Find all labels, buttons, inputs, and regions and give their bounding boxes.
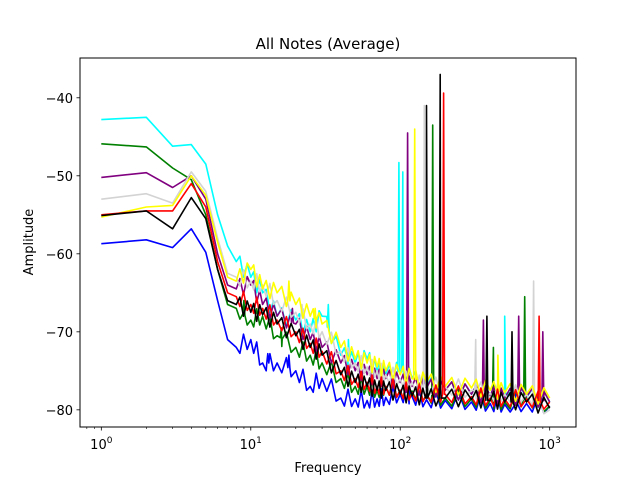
- x-tick-label: 101: [240, 436, 262, 453]
- series-line: [101, 92, 551, 410]
- y-tick-label: −50: [46, 170, 73, 185]
- series-line: [101, 128, 551, 405]
- x-axis: 100 101 102 103: [86, 427, 561, 453]
- plot-area: [79, 57, 577, 428]
- x-tick-label: 102: [389, 436, 411, 453]
- chart-title: All Notes (Average): [256, 35, 401, 53]
- series-line: [101, 132, 551, 408]
- y-tick-label: −80: [46, 404, 73, 419]
- y-axis-label: Amplitude: [22, 209, 37, 276]
- y-axis: −40 −50 −60 −70 −80: [46, 92, 80, 419]
- x-axis-label: Frequency: [294, 461, 361, 476]
- x-tick-label: 103: [539, 436, 561, 453]
- x-tick-label: 100: [90, 436, 113, 453]
- plot-frame: [79, 57, 577, 428]
- series-layer: [101, 73, 551, 415]
- y-tick-label: −70: [46, 326, 73, 341]
- y-tick-label: −40: [46, 92, 73, 107]
- series-line: [101, 73, 551, 414]
- y-tick-label: −60: [46, 248, 73, 263]
